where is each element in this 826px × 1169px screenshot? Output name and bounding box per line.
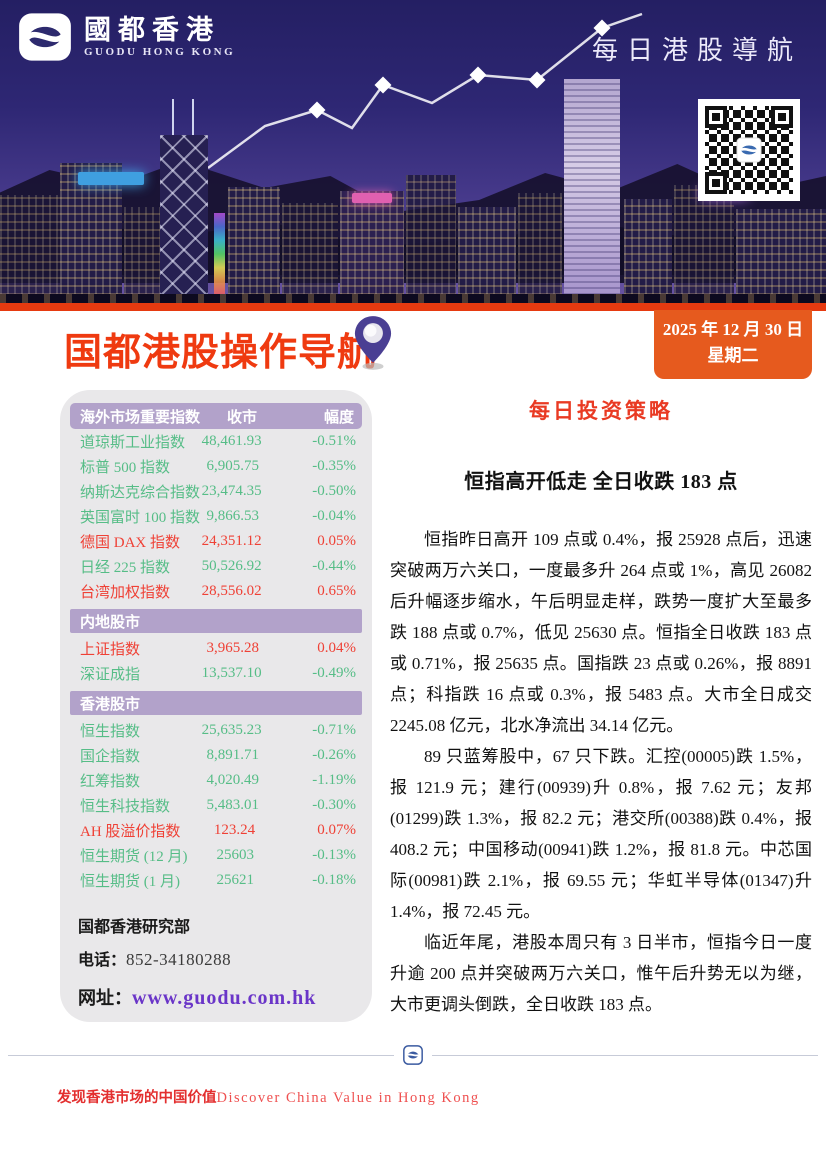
table-row: AH 股溢价指数 123.24 0.07%: [80, 822, 356, 840]
guodu-logo: 國都香港 GUODU HONG KONG: [18, 12, 235, 62]
table-header-row: 海外市场重要指数 收市 幅度: [70, 403, 362, 429]
building: [340, 191, 404, 295]
phone-number: 852-34180288: [126, 950, 232, 969]
building: [228, 187, 280, 295]
building: [518, 193, 562, 295]
table-row: 台湾加权指数 28,556.02 0.65%: [80, 583, 356, 601]
harbour-water: [0, 294, 826, 303]
rainbow-lit-building: [214, 213, 225, 295]
col-header-close: 收市: [226, 409, 257, 426]
section-header-mainland: 内地股市: [70, 609, 362, 633]
col-header-change: 幅度: [323, 409, 354, 426]
building: [0, 195, 66, 295]
phone-label: 电话：: [78, 952, 127, 969]
building: [674, 185, 734, 295]
market-data-card: 海外市场重要指数 收市 幅度 道琼斯工业指数 48,461.93 -0.51% 标普…: [60, 390, 372, 1022]
building: [406, 175, 456, 295]
contact-block: 国都香港研究部 电话：852-34180288 网址：www.guodu.com…: [78, 913, 364, 1010]
col-header-index: 海外市场重要指数: [80, 409, 201, 426]
footer-slogan: 发现香港市场的中国价值Discover China Value in Hong …: [57, 1086, 480, 1107]
table-row: 国企指数 8,891.71 -0.26%: [80, 747, 356, 765]
article-section-title: 每日投资策略: [529, 399, 673, 423]
building: [60, 163, 122, 295]
article-paragraph: 89 只蓝筹股中，67 只下跌。汇控(00005)跌 1.5%，报 121.9 …: [390, 747, 812, 921]
slogan-chinese: 发现香港市场的中国价值: [57, 1090, 217, 1106]
table-row: 深证成指 13,537.10 -0.49%: [80, 665, 356, 683]
table-row: 道琼斯工业指数 48,461.93 -0.51%: [80, 433, 356, 451]
accent-bar: [0, 303, 826, 311]
footer-divider: [8, 1044, 818, 1066]
building: [124, 207, 164, 295]
building: [458, 207, 516, 295]
building: [282, 203, 338, 295]
page-title: 国都港股操作导航: [64, 332, 377, 374]
neon-sign: [352, 193, 392, 203]
table-row: 标普 500 指数 6,905.75 -0.35%: [80, 458, 356, 476]
ifc-tower: [564, 79, 620, 295]
research-dept-name: 国都香港研究部: [78, 919, 191, 936]
website-link[interactable]: www.guodu.com.hk: [132, 987, 317, 1009]
logo-cn-text: 國都香港: [84, 15, 220, 46]
stock-chart-line-icon: [207, 12, 643, 170]
table-row: 恒生期货 (12 月) 25603 -0.13%: [80, 847, 356, 865]
qr-code: [698, 99, 800, 201]
article-headline: 恒指高开低走 全日收跌 183 点: [464, 471, 738, 493]
location-pin-icon: [354, 316, 392, 370]
slogan-english: Discover China Value in Hong Kong: [216, 1090, 480, 1106]
daily-strategy-article: 每日投资策略 恒指高开低走 全日收跌 183 点 恒指昨日高开 109 点或 0…: [390, 395, 812, 1020]
date-text: 2025 年 12 月 30 日: [662, 320, 804, 339]
guodu-logo-small-icon: [403, 1045, 423, 1065]
skyline-banner: 國都香港 GUODU HONG KONG 每日港股導航: [0, 0, 826, 303]
web-label: 网址：: [78, 988, 132, 1008]
article-paragraph: 临近年尾，港股本周只有 3 日半市，恒指今日一度升逾 200 点并突破两万六关口…: [390, 933, 812, 1014]
building: [736, 209, 826, 295]
table-row: 英国富时 100 指数 9,866.53 -0.04%: [80, 508, 356, 526]
table-row: 恒生科技指数 5,483.01 -0.30%: [80, 797, 356, 815]
article-paragraph: 恒指昨日高开 109 点或 0.4%，报 25928 点后，迅速突破两万六关口，…: [390, 530, 812, 735]
table-row: 日经 225 指数 50,526.92 -0.44%: [80, 558, 356, 576]
date-box: 2025 年 12 月 30 日 星期二: [654, 310, 812, 379]
masthead: 国都港股操作导航 2025 年 12 月 30 日 星期二: [0, 310, 826, 390]
building: [624, 199, 672, 295]
table-row: 上证指数 3,965.28 0.04%: [80, 640, 356, 658]
table-row: 德国 DAX 指数 24,351.12 0.05%: [80, 533, 356, 551]
logo-en-text: GUODU HONG KONG: [84, 45, 236, 58]
table-row: 纳斯达克综合指数 23,474.35 -0.50%: [80, 483, 356, 501]
table-row: 恒生指数 25,635.23 -0.71%: [80, 722, 356, 740]
weekday-text: 星期二: [707, 346, 759, 366]
bank-of-china-tower: [160, 135, 208, 295]
daily-nav-title: 每日港股導航: [591, 36, 802, 65]
antenna: [172, 99, 174, 135]
table-row: 恒生期货 (1 月) 25621 -0.18%: [80, 872, 356, 890]
neon-sign: [78, 172, 144, 185]
qr-code-icon: [701, 102, 797, 198]
table-row: 红筹指数 4,020.49 -1.19%: [80, 772, 356, 790]
antenna: [192, 99, 194, 135]
section-header-hk: 香港股市: [70, 691, 362, 715]
guodu-logo-icon: [19, 13, 71, 61]
